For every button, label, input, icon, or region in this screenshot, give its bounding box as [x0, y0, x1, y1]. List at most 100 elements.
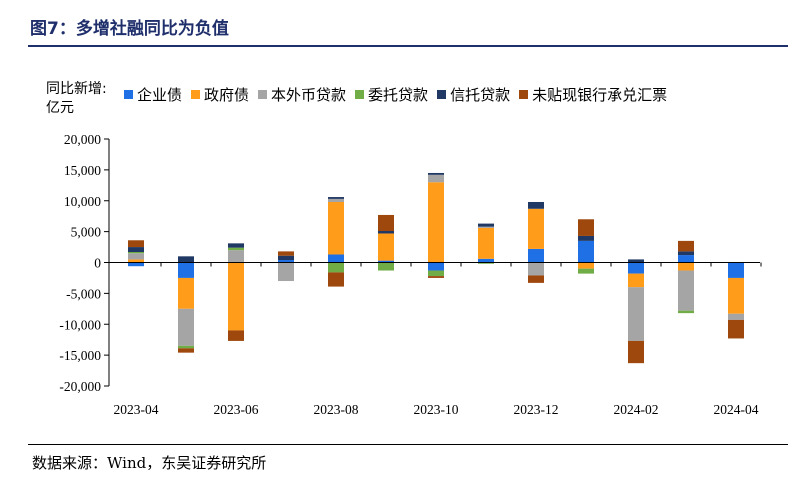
- bar-segment-2024-03-s0: [678, 255, 694, 263]
- bar-segment-2023-04-s4: [128, 247, 144, 253]
- legend-item: 政府债: [191, 84, 249, 105]
- bar-segment-2023-11-s2: [478, 226, 494, 228]
- bar-segment-2024-01-s1: [578, 262, 594, 269]
- bar-segment-2024-01-s3: [578, 268, 594, 274]
- bar-segment-2023-06-s4: [228, 243, 244, 248]
- bar-segment-2024-03-s5: [678, 240, 694, 252]
- bar-segment-2023-06-s2: [228, 250, 244, 263]
- bar-segment-2024-03-s1: [678, 262, 694, 271]
- legend-item: 委托贷款: [355, 84, 428, 105]
- legend-label: 信托贷款: [450, 86, 511, 104]
- bar-segment-2024-04-s1: [728, 277, 744, 314]
- legend-swatch: [519, 90, 529, 99]
- bar-segment-2023-09-s1: [378, 233, 394, 261]
- bar-segment-2023-05-s3: [178, 345, 194, 349]
- bar-segment-2023-11-s4: [478, 223, 494, 227]
- legend-swatch: [355, 90, 365, 99]
- bar-segment-2023-12-s1: [528, 208, 544, 249]
- bar-segment-2023-09-s0: [378, 260, 394, 263]
- y-tick-label: 5,000: [71, 225, 102, 240]
- title-rule: [28, 45, 788, 47]
- bar-segment-2023-10-s0: [428, 262, 444, 271]
- bar-segment-2023-10-s1: [428, 182, 444, 263]
- legend-label: 未贴现银行承兑汇票: [532, 86, 668, 104]
- bar-segment-2024-03-s3: [678, 310, 694, 314]
- legend-item: 未贴现银行承兑汇票: [519, 84, 667, 105]
- bar-segment-2023-10-s3: [428, 270, 444, 277]
- bar-segment-2023-12-s4: [528, 201, 544, 209]
- bar-segment-2023-07-s0: [278, 260, 294, 263]
- bar-segment-2023-07-s4: [278, 255, 294, 261]
- legend-swatch: [258, 90, 268, 99]
- bar-segment-2023-05-s5: [178, 348, 194, 353]
- bar-segment-2023-11-s3: [478, 262, 494, 264]
- bar-segment-2023-12-s5: [528, 275, 544, 283]
- x-tick-label: 2024-04: [714, 402, 759, 417]
- x-tick-label: 2024-02: [614, 402, 659, 417]
- bar-segment-2024-02-s5: [628, 340, 644, 364]
- bar-segment-2023-09-s4: [378, 231, 394, 234]
- legend-swatch: [437, 90, 447, 99]
- bar-segment-2024-01-s4: [578, 235, 594, 241]
- bar-segment-2023-06-s5: [228, 330, 244, 341]
- legend-label: 企业债: [137, 86, 183, 104]
- bar-segment-2023-11-s0: [478, 258, 494, 263]
- bar-segment-2023-04-s2: [128, 253, 144, 260]
- legend-swatch: [124, 90, 133, 99]
- y-tick-label: -5,000: [66, 286, 101, 301]
- bar-segment-2024-01-s5: [578, 219, 594, 236]
- bar-segment-2023-05-s0: [178, 262, 194, 278]
- bar-segment-2024-03-s2: [678, 270, 694, 311]
- bar-segment-2024-02-s2: [628, 287, 644, 341]
- bar-segment-2023-09-s3: [378, 262, 394, 271]
- bar-segment-2024-03-s4: [678, 251, 694, 256]
- bar-segment-2023-08-s1: [328, 201, 344, 255]
- x-tick-label: 2023-08: [314, 402, 359, 417]
- bar-segment-2023-08-s4: [328, 197, 344, 199]
- bar-segment-2023-08-s3: [328, 262, 344, 273]
- y-tick-label: 15,000: [64, 163, 101, 178]
- bar-segment-2023-05-s4: [178, 256, 194, 263]
- bar-segment-2023-05-s2: [178, 308, 194, 346]
- bar-segment-2023-06-s1: [228, 262, 244, 331]
- bar-segment-2023-06-s3: [228, 247, 244, 251]
- x-tick-label: 2023-04: [114, 402, 159, 417]
- bar-segment-2023-08-s2: [328, 198, 344, 202]
- y-tick-label: -20,000: [59, 379, 101, 394]
- bar-segment-2024-02-s0: [628, 262, 644, 274]
- bar-segment-2023-12-s0: [528, 248, 544, 263]
- legend-label: 本外币贷款: [271, 86, 347, 104]
- bar-segment-2023-10-s4: [428, 172, 444, 175]
- legend-swatch: [191, 90, 201, 99]
- bar-segment-2024-02-s4: [628, 259, 644, 263]
- bar-segment-2023-12-s2: [528, 262, 544, 276]
- legend-item: 本外币贷款: [258, 84, 346, 105]
- title-bar: 图7：多增社融同比为负值: [0, 0, 811, 44]
- bar-segment-2023-07-s5: [278, 251, 294, 256]
- bar-segment-2023-10-s5: [428, 276, 444, 278]
- bar-segment-2023-04-s5: [128, 240, 144, 248]
- x-tick-label: 2023-10: [414, 402, 459, 417]
- bar-segment-2023-11-s1: [478, 227, 494, 259]
- legend-item: 企业债: [124, 84, 182, 105]
- bar-segment-2024-02-s1: [628, 273, 644, 288]
- bar-segment-2023-04-s0: [128, 262, 144, 267]
- bar-segment-2024-04-s0: [728, 262, 744, 278]
- bar-segment-2024-04-s5: [728, 319, 744, 339]
- bar-segment-2024-01-s0: [578, 240, 594, 263]
- bar-segment-2023-09-s5: [378, 214, 394, 232]
- stacked-bar-chart: 20,000 15,000 10,000 5,000 0 -5,000 -10,000 -15…: [59, 132, 762, 417]
- figure-title: 图7：多增社融同比为负值: [30, 19, 229, 39]
- legend-label: 委托贷款: [368, 86, 429, 104]
- bar-segment-2023-04-s1: [128, 259, 144, 263]
- bar-segment-2023-08-s0: [328, 254, 344, 263]
- y-axis-label: 同比新增:亿元: [46, 81, 107, 116]
- bar-segment-2023-04-s3: [128, 252, 144, 254]
- y-tick-label: -15,000: [59, 348, 101, 363]
- bar-segment-2023-08-s5: [328, 272, 344, 287]
- y-tick-label: -10,000: [59, 317, 101, 332]
- source-note: 数据来源：Wind，东吴证券研究所: [32, 454, 267, 472]
- legend: 企业债 政府债 本外币贷款 委托贷款 信托贷款 未贴现银行承兑汇票: [124, 84, 676, 105]
- y-tick-label: 20,000: [64, 132, 101, 147]
- source-rule: [28, 444, 788, 445]
